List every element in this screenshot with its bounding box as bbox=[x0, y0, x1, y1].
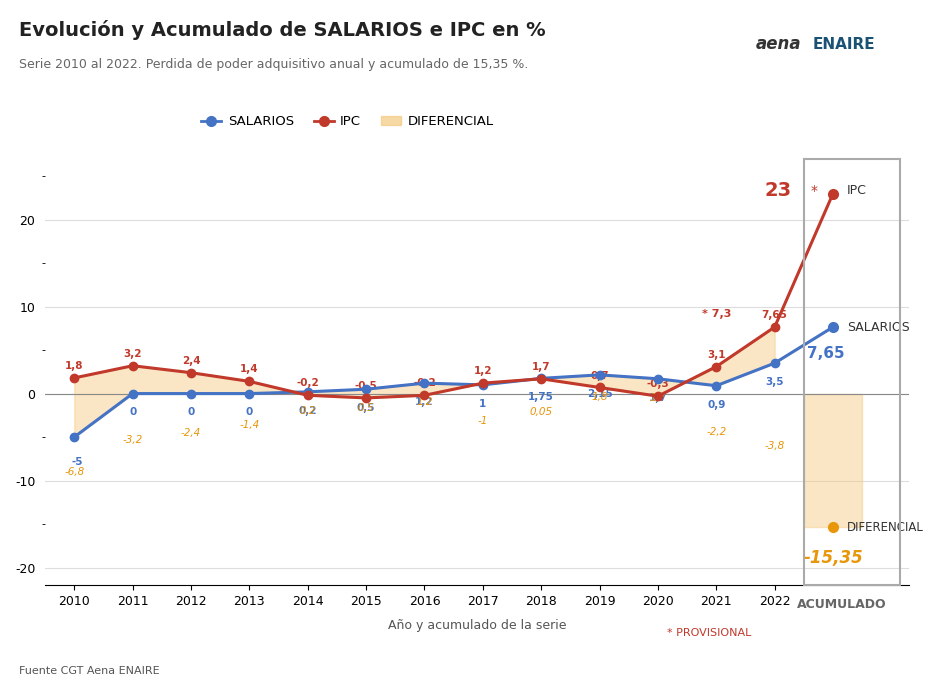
Text: 1,2: 1,2 bbox=[416, 397, 432, 407]
Text: * 7,3: * 7,3 bbox=[702, 309, 731, 319]
Text: -0,2: -0,2 bbox=[296, 378, 319, 389]
Text: Serie 2010 al 2022. Perdida de poder adquisitivo anual y acumulado de 15,35 %.: Serie 2010 al 2022. Perdida de poder adq… bbox=[19, 58, 528, 71]
Text: 0: 0 bbox=[187, 408, 195, 417]
Bar bbox=[804, 158, 901, 585]
Text: 3,1: 3,1 bbox=[707, 350, 726, 360]
Text: 3,5: 3,5 bbox=[766, 377, 784, 387]
Text: ENAIRE: ENAIRE bbox=[812, 37, 875, 52]
Text: -0,2: -0,2 bbox=[413, 378, 436, 389]
Text: 0,7: 0,7 bbox=[590, 371, 609, 380]
Text: -0,3: -0,3 bbox=[647, 379, 670, 389]
Text: 23: 23 bbox=[764, 181, 791, 200]
Text: 0,05: 0,05 bbox=[530, 407, 553, 417]
Text: 0,5: 0,5 bbox=[358, 403, 374, 413]
Text: 1,2: 1,2 bbox=[415, 397, 434, 407]
Text: *: * bbox=[810, 184, 817, 198]
Text: 2,15: 2,15 bbox=[587, 389, 613, 399]
Text: ACUMULADO: ACUMULADO bbox=[797, 598, 886, 611]
Text: 1,2: 1,2 bbox=[474, 366, 492, 376]
Text: 7,65: 7,65 bbox=[762, 310, 788, 320]
Text: -1,4: -1,4 bbox=[239, 419, 259, 430]
Text: -2,2: -2,2 bbox=[706, 427, 727, 436]
Text: 1,4: 1,4 bbox=[240, 365, 258, 374]
Text: 0: 0 bbox=[129, 408, 136, 417]
Text: -1: -1 bbox=[478, 416, 488, 426]
Text: Evolución y Acumulado de SALARIOS e IPC en %: Evolución y Acumulado de SALARIOS e IPC … bbox=[19, 20, 545, 40]
Text: IPC: IPC bbox=[846, 184, 866, 197]
Text: 0,5: 0,5 bbox=[357, 403, 375, 413]
Text: * PROVISIONAL: * PROVISIONAL bbox=[667, 628, 751, 637]
Text: -5: -5 bbox=[71, 456, 83, 466]
Text: 0,2: 0,2 bbox=[299, 406, 316, 416]
Text: 1,75: 1,75 bbox=[528, 392, 554, 402]
Text: -15,35: -15,35 bbox=[803, 549, 863, 568]
Text: 1: 1 bbox=[479, 399, 486, 408]
Text: 3,2: 3,2 bbox=[124, 349, 142, 359]
Text: 2,4: 2,4 bbox=[181, 356, 200, 366]
Text: 0,2: 0,2 bbox=[298, 406, 317, 416]
Text: -3,2: -3,2 bbox=[123, 435, 142, 445]
Text: 1,7: 1,7 bbox=[650, 393, 666, 403]
Text: aena: aena bbox=[755, 36, 801, 53]
Text: 1,7: 1,7 bbox=[649, 393, 667, 403]
Text: -6,8: -6,8 bbox=[65, 466, 85, 477]
Text: 0: 0 bbox=[246, 408, 253, 417]
Text: 7,65: 7,65 bbox=[808, 346, 845, 361]
Text: DIFERENCIAL: DIFERENCIAL bbox=[846, 520, 923, 533]
Text: -0,5: -0,5 bbox=[354, 381, 377, 391]
X-axis label: Año y acumulado de la serie: Año y acumulado de la serie bbox=[388, 619, 566, 632]
Text: Fuente CGT Aena ENAIRE: Fuente CGT Aena ENAIRE bbox=[19, 666, 160, 676]
Text: 1,7: 1,7 bbox=[532, 362, 550, 372]
Text: 1,8: 1,8 bbox=[591, 392, 608, 402]
Text: -2,4: -2,4 bbox=[180, 428, 201, 438]
Legend: SALARIOS, IPC, DIFERENCIAL: SALARIOS, IPC, DIFERENCIAL bbox=[196, 110, 499, 133]
Text: SALARIOS: SALARIOS bbox=[846, 320, 910, 333]
Text: 1,8: 1,8 bbox=[65, 361, 84, 371]
Text: -3,8: -3,8 bbox=[765, 441, 785, 451]
Text: 0,9: 0,9 bbox=[707, 400, 726, 410]
